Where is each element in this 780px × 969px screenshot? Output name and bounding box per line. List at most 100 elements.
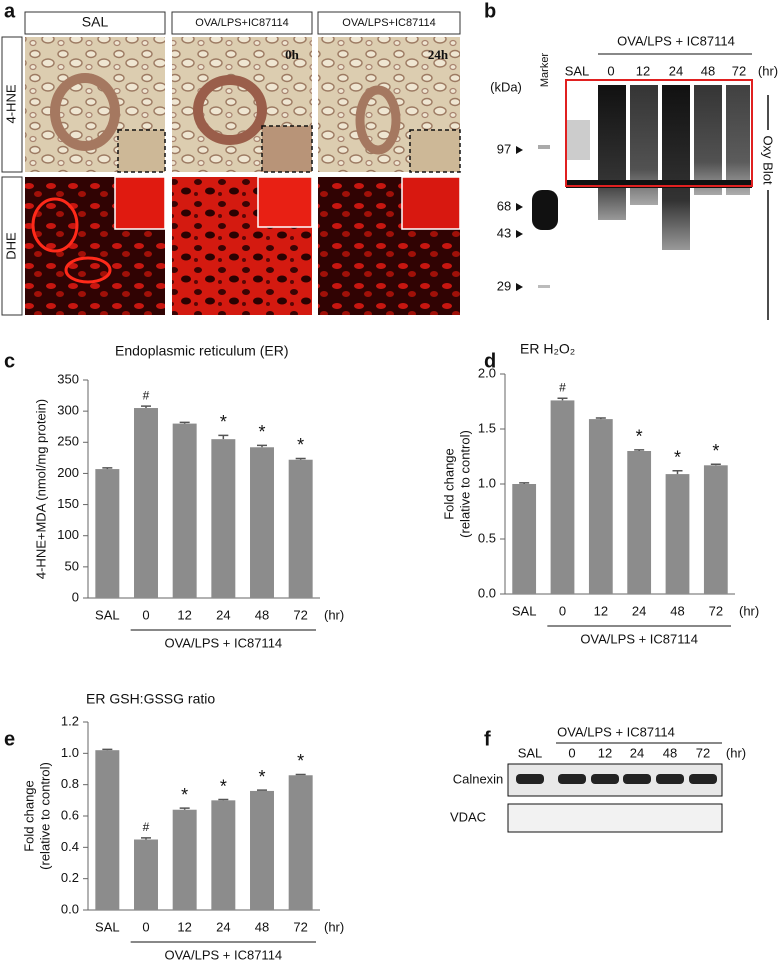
- bar: [172, 809, 197, 910]
- band: [656, 774, 684, 784]
- error-bar: [710, 463, 721, 466]
- significance-marker: *: [297, 751, 304, 771]
- kda-label: (kDa): [490, 79, 522, 94]
- error-bar: [141, 405, 151, 409]
- significance-marker: *: [297, 435, 304, 455]
- bar: [172, 423, 197, 598]
- row-label-box: [1, 36, 23, 173]
- lane-label: SAL: [565, 63, 590, 78]
- lane-label: 24: [669, 63, 683, 78]
- panel-letter: c: [4, 350, 15, 372]
- panel-a: SAL OVA/LPS+IC87114 OVA/LPS+IC87114 4-HN…: [1, 11, 461, 316]
- bar: [211, 439, 236, 598]
- panel-b: OVA/LPS + IC87114 Marker SAL 0 12 24 48 …: [490, 33, 778, 320]
- y-tick-label: 1.5: [478, 420, 496, 435]
- group-label: OVA/LPS + IC87114: [580, 631, 698, 646]
- panel-letter: d: [484, 350, 496, 372]
- y-axis-label: Fold change: [441, 448, 456, 520]
- bar: [627, 451, 652, 594]
- significance-marker: #: [143, 820, 150, 834]
- airway: [50, 73, 120, 151]
- x-tick-label: 48: [255, 607, 269, 622]
- x-unit: (hr): [739, 603, 759, 618]
- error-bar: [218, 798, 229, 801]
- lane-smear: [598, 85, 626, 220]
- row-label: 4-HNE: [3, 84, 18, 123]
- y-tick-label: 250: [57, 434, 79, 449]
- y-tick-label: 0.0: [478, 585, 496, 600]
- error-bar: [295, 457, 306, 460]
- column-header: OVA/LPS+IC87114: [342, 17, 435, 29]
- lane-label: 0: [607, 63, 614, 78]
- mw-marker: 97: [497, 141, 511, 156]
- lane-label: 48: [701, 63, 715, 78]
- significance-marker: *: [220, 412, 227, 432]
- y-tick-label: 0.6: [61, 807, 79, 822]
- y-tick-label: 200: [57, 465, 79, 480]
- label-bg: [756, 130, 778, 190]
- x-unit: (hr): [324, 919, 344, 934]
- bar: [288, 775, 313, 910]
- significance-marker: #: [559, 380, 566, 394]
- lane-label: 72: [696, 745, 710, 760]
- error-bar: [295, 773, 306, 776]
- bar: [703, 465, 728, 594]
- chart-title: ER H₂O₂: [520, 341, 575, 357]
- significance-marker: *: [636, 427, 643, 447]
- inset: [261, 125, 313, 173]
- band: [591, 774, 619, 784]
- band: [689, 774, 717, 784]
- bar: [512, 484, 537, 594]
- y-tick-label: 0.0: [61, 901, 79, 916]
- bar: [95, 469, 120, 598]
- x-tick-label: 12: [594, 603, 608, 618]
- header-box: [171, 11, 313, 35]
- marker-arrows: [516, 146, 523, 291]
- y-tick-label: 1.0: [61, 745, 79, 760]
- y-tick-label: 0.8: [61, 776, 79, 791]
- header-box: [317, 11, 461, 35]
- x-tick-label: 24: [632, 603, 646, 618]
- error-bar: [179, 421, 190, 424]
- bands: [516, 774, 717, 784]
- lane-label: SAL: [518, 745, 543, 760]
- band: [516, 774, 544, 784]
- group-label: OVA/LPS + IC87114: [164, 947, 282, 962]
- blot: [507, 803, 723, 833]
- x-tick-label: SAL: [95, 919, 120, 934]
- airway: [193, 75, 267, 145]
- panel-letter: a: [4, 0, 16, 22]
- side-label: Oxy Blot: [761, 135, 776, 185]
- lane-label: 12: [636, 63, 650, 78]
- bar: [588, 419, 613, 594]
- row-label: DHE: [3, 232, 18, 260]
- y-tick-label: 0.2: [61, 870, 79, 885]
- bar: [250, 447, 274, 598]
- lane-smear: [662, 85, 690, 250]
- y-axis-label: 4-HNE+MDA (nmol/mg protein): [33, 399, 48, 579]
- highlight-box: [565, 79, 753, 187]
- band: [623, 774, 651, 784]
- error-bar: [595, 417, 606, 420]
- bar: [134, 408, 158, 598]
- panel-letter: e: [4, 728, 15, 750]
- error-bar: [179, 807, 190, 810]
- significance-marker: *: [258, 422, 265, 442]
- error-bar: [519, 482, 530, 484]
- bar: [134, 839, 158, 910]
- mw-marker: 43: [497, 225, 511, 240]
- lane-smear: [694, 85, 722, 195]
- panel-letter: f: [484, 728, 491, 750]
- row-label: VDAC: [450, 809, 486, 824]
- error-bar: [634, 449, 645, 451]
- significance-marker: #: [143, 388, 150, 402]
- column-header: OVA/LPS+IC87114: [195, 17, 288, 29]
- y-tick-label: 1.0: [478, 475, 496, 490]
- group-label: OVA/LPS + IC87114: [557, 724, 675, 739]
- y-tick-label: 0: [72, 589, 79, 604]
- lane-label: 72: [732, 63, 746, 78]
- inset: [257, 176, 313, 228]
- x-tick-label: 24: [216, 919, 230, 934]
